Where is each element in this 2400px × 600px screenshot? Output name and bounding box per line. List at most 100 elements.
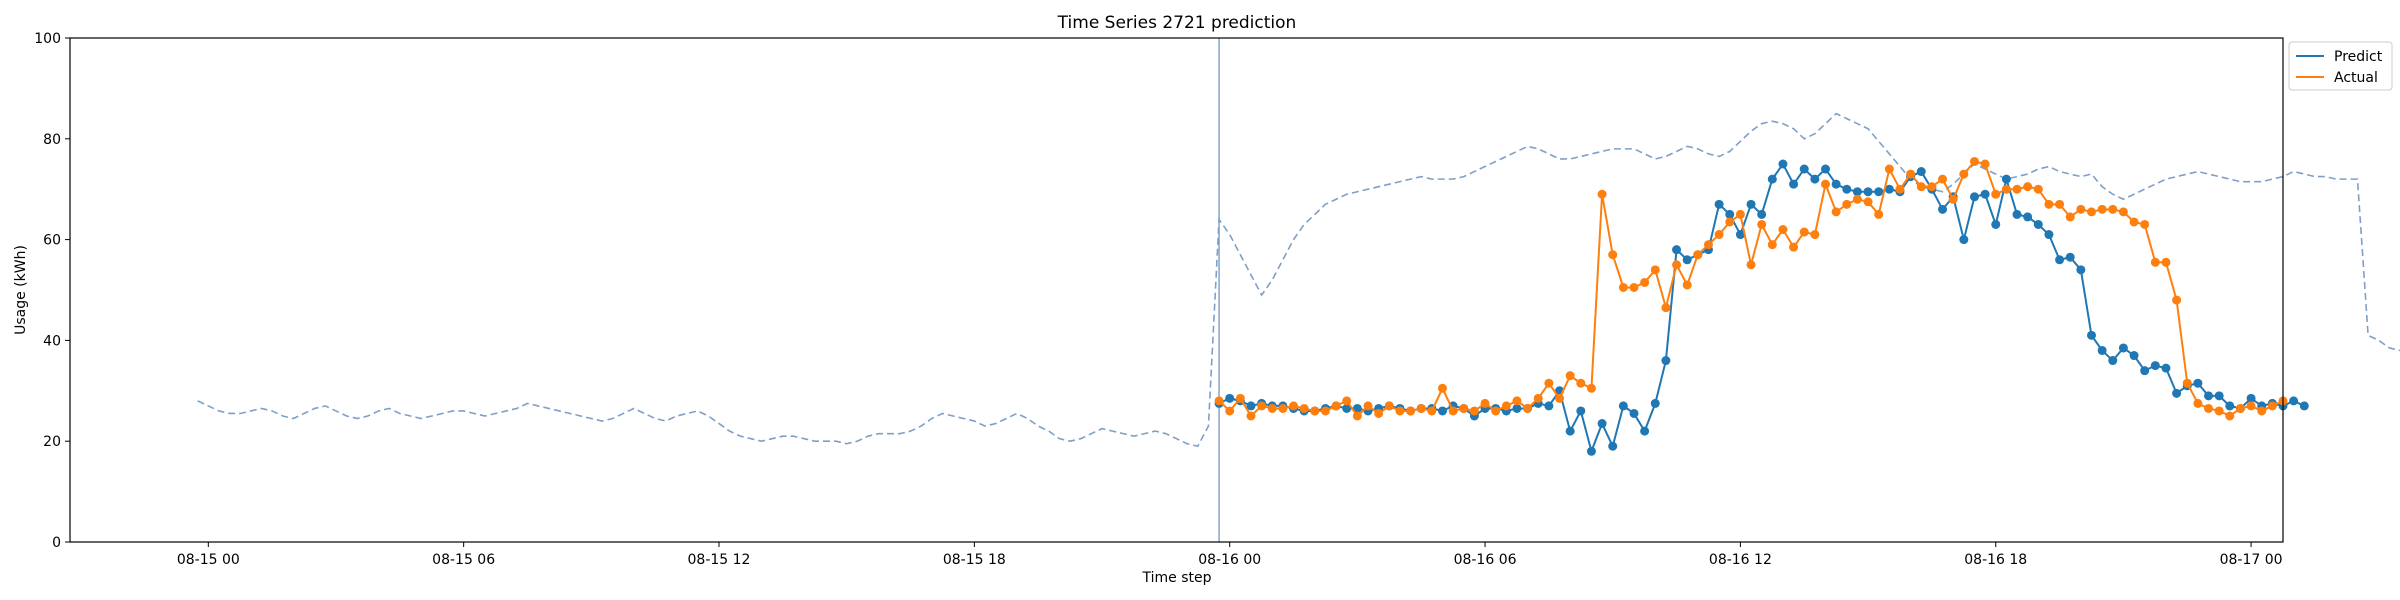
predict-point xyxy=(1437,406,1447,416)
actual-point xyxy=(1821,179,1830,189)
actual-point xyxy=(1416,403,1426,413)
predict-point xyxy=(2076,265,2086,275)
actual-point xyxy=(1980,159,1990,169)
predict-point xyxy=(1916,167,1926,177)
y-tick-label: 40 xyxy=(43,333,61,349)
actual-point xyxy=(1778,225,1788,235)
actual-point xyxy=(1767,240,1777,250)
history-series-line xyxy=(197,112,2400,448)
plot-frame xyxy=(69,37,2284,543)
actual-point xyxy=(1576,378,1586,388)
predict-point xyxy=(1735,230,1745,240)
actual-point xyxy=(1501,401,1511,411)
predict-point xyxy=(1831,179,1841,189)
predict-point xyxy=(1959,235,1969,245)
actual-point xyxy=(1661,303,1671,313)
actual-point xyxy=(2044,199,2054,209)
actual-point xyxy=(1352,411,1362,421)
predict-point xyxy=(2044,230,2054,240)
actual-point xyxy=(1618,282,1628,292)
y-tick-label: 60 xyxy=(43,233,61,249)
predict-point xyxy=(2172,388,2182,398)
predict-point xyxy=(1884,184,1894,194)
actual-point xyxy=(1895,184,1905,194)
actual-point xyxy=(1810,230,1820,240)
predict-point xyxy=(1991,219,2001,229)
actual-point xyxy=(1342,396,1352,406)
actual-point xyxy=(2097,204,2107,214)
x-tick-label: 08-15 00 xyxy=(177,552,240,568)
actual-point xyxy=(1299,403,1309,413)
predict-point xyxy=(1682,255,1692,265)
predict-point xyxy=(1544,401,1554,411)
actual-point xyxy=(2246,401,2256,411)
actual-point xyxy=(1267,403,1277,413)
predict-point xyxy=(1512,403,1522,413)
predict-point xyxy=(1629,408,1639,418)
predict-point xyxy=(2214,391,2224,401)
predict-point xyxy=(2086,330,2096,340)
predict-point xyxy=(2150,361,2160,371)
actual-point xyxy=(1703,240,1713,250)
x-tick-label: 08-16 00 xyxy=(1198,552,1261,568)
y-tick-label: 100 xyxy=(34,31,61,47)
predict-point xyxy=(2118,343,2128,353)
predict-point xyxy=(1746,199,1756,209)
actual-point xyxy=(2204,403,2214,413)
predict-point xyxy=(1789,179,1799,189)
predict-point xyxy=(2161,363,2171,373)
actual-point xyxy=(2150,257,2160,267)
actual-point xyxy=(1874,209,1884,219)
actual-point xyxy=(1938,174,1948,184)
predict-point xyxy=(2012,209,2022,219)
actual-point xyxy=(2235,403,2245,413)
predict-point xyxy=(2246,393,2256,403)
y-tick-label: 80 xyxy=(43,132,61,148)
actual-point xyxy=(2257,406,2267,416)
actual-point xyxy=(1927,182,1937,192)
predict-point xyxy=(1565,426,1575,436)
predict-point xyxy=(1586,446,1596,456)
predict-point xyxy=(2193,378,2203,388)
actual-point xyxy=(2161,257,2171,267)
predict-point xyxy=(1714,199,1724,209)
actual-point xyxy=(2182,378,2192,388)
plot-area: 0 20 40 60 80 100 08-15 00 08-15 06 08-15 12 08-1… xyxy=(34,31,2400,568)
predict-point xyxy=(1576,406,1586,416)
actual-point xyxy=(2033,184,2043,194)
actual-point xyxy=(1991,189,2001,199)
x-tick-label: 08-15 06 xyxy=(432,552,495,568)
predict-point xyxy=(1246,401,1256,411)
actual-point xyxy=(2129,217,2139,227)
actual-point xyxy=(1746,260,1756,270)
x-tick-label: 08-16 12 xyxy=(1709,552,1772,568)
actual-point xyxy=(1831,207,1841,217)
actual-point xyxy=(1789,242,1799,252)
predict-point xyxy=(2140,366,2150,376)
actual-point xyxy=(1884,164,1894,174)
legend-label-actual: Actual xyxy=(2334,70,2378,86)
x-tick-label: 08-16 06 xyxy=(1454,552,1517,568)
predict-point xyxy=(1980,189,1990,199)
actual-point xyxy=(1555,393,1565,403)
actual-point xyxy=(1682,280,1692,290)
actual-point xyxy=(2108,204,2118,214)
predict-point xyxy=(1799,164,1809,174)
predict-point xyxy=(1618,401,1628,411)
actual-point xyxy=(1916,182,1926,192)
predict-point xyxy=(1938,204,1948,214)
predict-point xyxy=(2097,345,2107,355)
actual-point xyxy=(1969,156,1979,166)
actual-point xyxy=(1533,393,1543,403)
x-tick-label: 08-15 18 xyxy=(943,552,1006,568)
predict-point xyxy=(1608,441,1618,451)
actual-point xyxy=(1427,406,1437,416)
chart-title: Time Series 2721 prediction xyxy=(1057,13,1297,33)
actual-point xyxy=(1693,250,1703,260)
predict-point xyxy=(2065,252,2075,262)
predict-point xyxy=(2204,391,2214,401)
actual-point xyxy=(1459,403,1469,413)
actual-point xyxy=(1629,282,1639,292)
actual-point xyxy=(1437,383,1447,393)
